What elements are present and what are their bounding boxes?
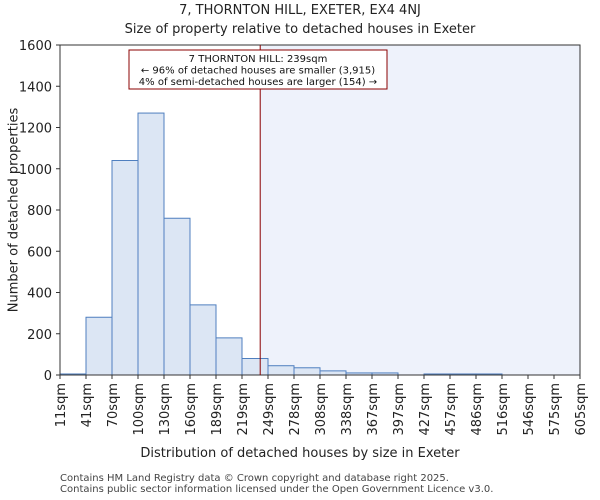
- annotation-box: [128, 49, 388, 90]
- x-tick-label: 516sqm: [496, 383, 511, 436]
- histogram-bar: [163, 217, 191, 376]
- annotation-line: 7 THORNTON HILL: 239sqm: [189, 54, 328, 65]
- x-tick-label: 189sqm: [210, 383, 225, 436]
- x-tick-label: 100sqm: [132, 383, 147, 436]
- x-tick-label: 397sqm: [392, 383, 407, 436]
- histogram-bar: [215, 337, 243, 376]
- histogram-bar: [137, 112, 165, 376]
- histogram-bar: [241, 358, 269, 376]
- x-tick-label: 367sqm: [366, 383, 381, 436]
- y-axis-label: Number of detached properties: [6, 107, 22, 313]
- annotation-line: 4% of semi-detached houses are larger (1…: [139, 77, 377, 88]
- x-tick-label: 160sqm: [184, 383, 199, 436]
- x-tick-label: 219sqm: [236, 383, 251, 436]
- footer: Contains HM Land Registry data © Crown c…: [60, 473, 493, 495]
- y-tick-label: 600: [27, 245, 52, 260]
- x-tick-label: 575sqm: [548, 383, 563, 436]
- x-tick-label: 41sqm: [80, 383, 95, 427]
- y-tick-label: 1000: [19, 163, 52, 178]
- y-tick-label: 200: [27, 328, 52, 343]
- x-tick-label: 70sqm: [106, 383, 121, 427]
- x-tick-label: 278sqm: [288, 383, 303, 436]
- y-tick-label: 1600: [19, 39, 52, 54]
- x-tick-label: 308sqm: [314, 383, 329, 436]
- y-tick-label: 0: [44, 369, 52, 384]
- histogram-bar: [189, 304, 217, 376]
- x-tick-label: 427sqm: [418, 383, 433, 436]
- histogram-bar: [293, 367, 321, 376]
- larger-region-shade: [260, 45, 580, 375]
- x-tick-label: 11sqm: [54, 383, 69, 427]
- y-tick-label: 800: [27, 204, 52, 219]
- x-tick-label: 546sqm: [522, 383, 537, 436]
- footer-line-1: Contains HM Land Registry data © Crown c…: [60, 473, 449, 484]
- y-tick-label: 1400: [19, 80, 52, 95]
- y-tick-label: 400: [27, 287, 52, 302]
- histogram-bar: [85, 316, 113, 376]
- annotation-line: ← 96% of detached houses are smaller (3,…: [141, 66, 375, 77]
- x-tick-label: 338sqm: [340, 383, 355, 436]
- x-tick-label: 457sqm: [444, 383, 459, 436]
- footer-line-2: Contains public sector information licen…: [60, 484, 494, 495]
- histogram-bar: [111, 160, 139, 376]
- chart-subtitle: Size of property relative to detached ho…: [124, 22, 476, 37]
- x-axis-label: Distribution of detached houses by size …: [140, 446, 460, 461]
- histogram-bar: [319, 370, 347, 376]
- x-tick-label: 605sqm: [574, 383, 589, 436]
- histogram-bar: [267, 365, 295, 376]
- x-tick-label: 249sqm: [262, 383, 277, 436]
- x-tick-label: 130sqm: [158, 383, 173, 436]
- x-tick-label: 486sqm: [470, 383, 485, 436]
- chart-title: 7, THORNTON HILL, EXETER, EX4 4NJ: [179, 3, 421, 18]
- y-tick-label: 1200: [19, 122, 52, 137]
